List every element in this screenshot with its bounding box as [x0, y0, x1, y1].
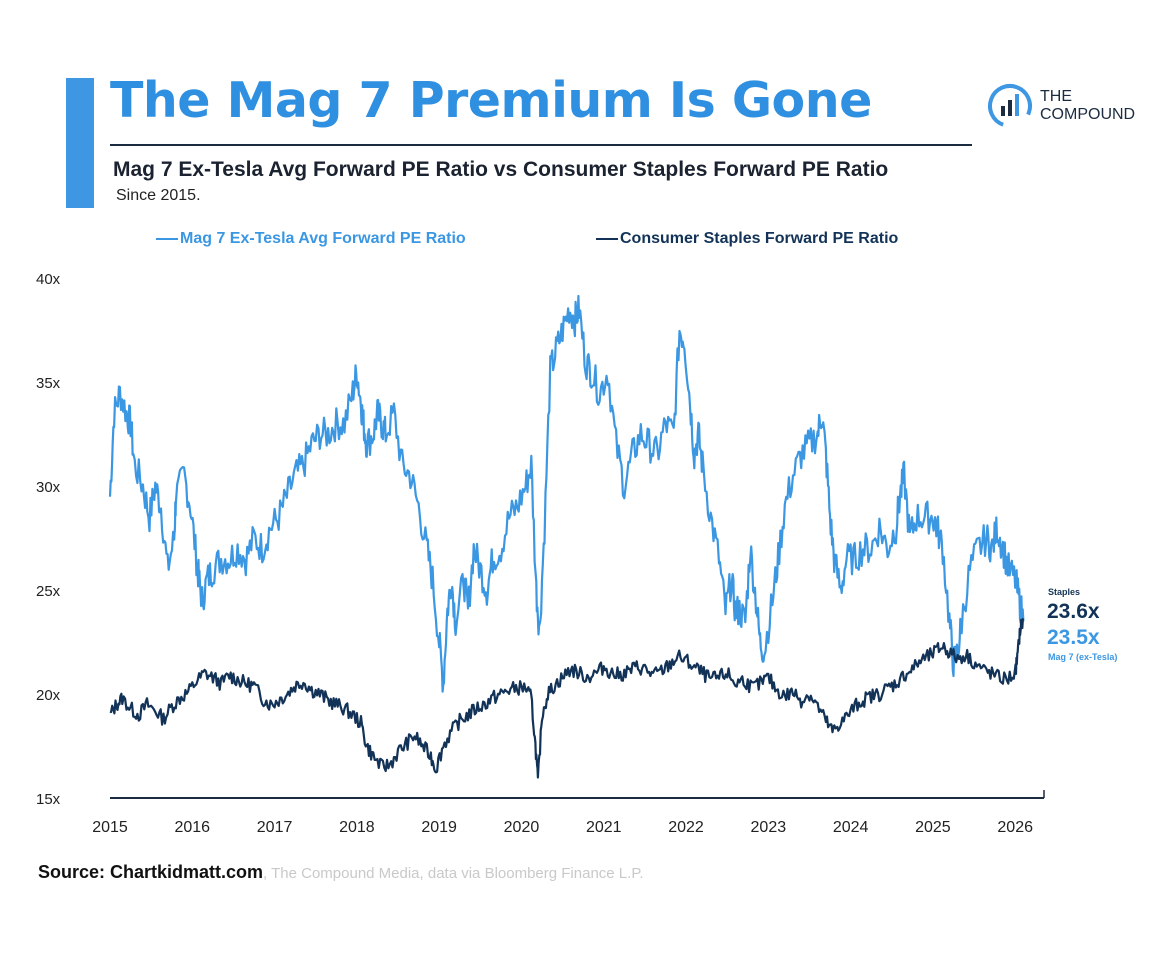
x-tick-label: 2024 [833, 819, 869, 836]
chart-title: The Mag 7 Premium Is Gone [110, 72, 872, 129]
y-tick-label: 25x [36, 583, 61, 600]
x-tick-label: 2017 [257, 819, 293, 836]
x-tick-label: 2025 [915, 819, 951, 836]
legend-item-staples: Consumer Staples Forward PE Ratio [596, 230, 898, 248]
brand-line-2: COMPOUND [1040, 106, 1136, 123]
title-divider [110, 144, 972, 146]
brand-line-1: THE [1040, 88, 1072, 105]
legend-item-mag7: Mag 7 Ex-Tesla Avg Forward PE Ratio [156, 230, 466, 248]
y-tick-label: 20x [36, 687, 61, 704]
x-tick-label: 2026 [997, 819, 1033, 836]
compound-logo-icon [988, 84, 1032, 128]
brand-wordmark: THE COMPOUND [1040, 88, 1135, 124]
chart-subtitle: Mag 7 Ex-Tesla Avg Forward PE Ratio vs C… [113, 158, 889, 181]
source-detail: , The Compound Media, data via Bloomberg… [263, 865, 644, 882]
source-note: Source: Chartkidmatt.com, The Compound M… [38, 862, 644, 883]
x-tick-label: 2018 [339, 819, 375, 836]
y-tick-label: 40x [36, 271, 61, 288]
legend-label-mag7: Mag 7 Ex-Tesla Avg Forward PE Ratio [180, 230, 466, 247]
y-tick-label: 15x [36, 791, 61, 808]
x-tick-label: 2016 [174, 819, 210, 836]
x-tick-label: 2019 [421, 819, 457, 836]
annotation-mag7-label: Mag 7 (ex-Tesla) [1048, 652, 1117, 662]
legend-label-staples: Consumer Staples Forward PE Ratio [620, 230, 899, 247]
x-tick-label: 2015 [92, 819, 128, 836]
x-tick-label: 2021 [586, 819, 622, 836]
annotation-mag7-value: 23.5x [1047, 626, 1100, 649]
title-accent-bar [66, 78, 94, 208]
y-tick-label: 35x [36, 375, 61, 392]
annotation-staples-label: Staples [1048, 587, 1080, 597]
date-range-note: Since 2015. [116, 187, 201, 204]
legend-swatch-mag7 [156, 237, 178, 240]
x-tick-label: 2022 [668, 819, 704, 836]
annotation-staples-value: 23.6x [1047, 600, 1100, 623]
y-tick-label: 30x [36, 479, 61, 496]
x-tick-label: 2023 [751, 819, 787, 836]
source-label: Source: Chartkidmatt.com [38, 862, 264, 882]
x-tick-label: 2020 [504, 819, 540, 836]
legend-swatch-staples [596, 237, 618, 240]
series-line-staples [109, 617, 1024, 779]
series-line-mag7 [108, 294, 1025, 693]
